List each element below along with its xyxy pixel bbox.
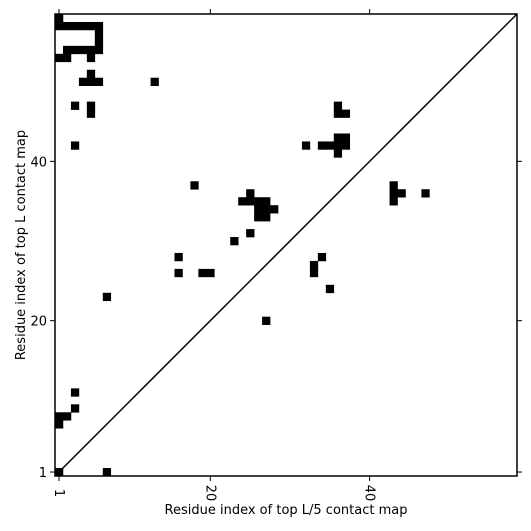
- contact-cell: [262, 197, 271, 206]
- contact-cell: [86, 109, 96, 118]
- contact-cell: [94, 21, 104, 31]
- contact-cell: [397, 189, 406, 198]
- contact-cell: [198, 268, 207, 278]
- contact-cell: [246, 197, 255, 206]
- contact-cell: [333, 141, 343, 150]
- contact-cell: [86, 101, 96, 110]
- contact-cell: [325, 284, 335, 294]
- contact-cell: [62, 53, 72, 63]
- contact-cell: [270, 205, 279, 214]
- contact-cell: [341, 109, 351, 118]
- contact-cell: [341, 133, 351, 142]
- plot-frame: [54, 13, 518, 477]
- contact-cell: [62, 412, 72, 421]
- contact-cell: [174, 268, 183, 278]
- contact-cell: [254, 197, 263, 206]
- contact-cell: [262, 205, 271, 214]
- contact-cell: [341, 141, 351, 150]
- axis-ticks: 1 20 40 1 20 40: [30, 9, 522, 501]
- contact-cell: [70, 45, 80, 55]
- contact-cell: [55, 14, 64, 23]
- y-axis-label: Residue index of top L contact map: [14, 130, 29, 360]
- contact-cell: [206, 268, 215, 278]
- contact-cell: [325, 141, 335, 150]
- contact-cell: [70, 101, 80, 110]
- contact-cell: [317, 252, 327, 262]
- x-tick-label: 20: [202, 485, 217, 502]
- contact-cell: [94, 77, 104, 86]
- contact-cell: [150, 77, 159, 86]
- contact-cells: [55, 14, 430, 477]
- contact-cell: [309, 268, 319, 278]
- contact-cell: [389, 197, 398, 206]
- contact-cell: [55, 420, 64, 429]
- y-tick-label: 1: [39, 466, 47, 481]
- contact-cell: [309, 260, 319, 270]
- contact-cell: [55, 21, 64, 31]
- contact-cell: [262, 213, 271, 222]
- x-axis-label: Residue index of top L/5 contact map: [165, 503, 408, 518]
- contact-cell: [86, 21, 96, 31]
- contact-cell: [333, 149, 343, 158]
- contact-cell: [70, 21, 80, 31]
- contact-cell: [94, 45, 104, 55]
- contact-cell: [86, 77, 96, 86]
- x-tick-label: 40: [362, 485, 377, 502]
- contact-cell: [55, 53, 64, 63]
- contact-cell: [238, 197, 247, 206]
- contact-cell: [333, 101, 343, 110]
- contact-cell: [230, 237, 239, 246]
- contact-cell: [86, 69, 96, 79]
- contact-cell: [190, 181, 199, 190]
- contact-cell: [62, 45, 72, 55]
- contact-cell: [78, 45, 88, 55]
- contact-cell: [246, 189, 255, 198]
- contact-cell: [94, 37, 104, 47]
- contact-cell: [86, 45, 96, 55]
- contact-cell: [389, 189, 398, 198]
- contact-cell: [333, 109, 343, 118]
- contact-cell: [174, 252, 183, 262]
- contact-cell: [389, 181, 398, 190]
- contact-cell: [421, 189, 430, 198]
- contact-cell: [70, 388, 80, 397]
- diagonal-line: [58, 13, 518, 473]
- contact-cell: [246, 229, 255, 238]
- contact-cell: [102, 468, 112, 477]
- contact-cell: [301, 141, 311, 150]
- contact-cell: [102, 292, 112, 302]
- contact-cell: [254, 213, 263, 222]
- contact-cell: [78, 77, 88, 86]
- contact-cell: [70, 404, 80, 413]
- contact-cell: [55, 412, 64, 421]
- contact-cell: [317, 141, 327, 150]
- contact-cell: [262, 316, 271, 325]
- y-tick-label: 20: [30, 315, 47, 330]
- x-tick-label: 1: [51, 489, 66, 497]
- contact-cell: [78, 21, 88, 31]
- y-tick-label: 40: [30, 155, 47, 170]
- contact-cell: [94, 29, 104, 39]
- contact-cell: [62, 21, 72, 31]
- contact-cell: [86, 53, 96, 63]
- contact-cell: [333, 133, 343, 142]
- contact-cell: [254, 205, 263, 214]
- contact-cell: [70, 141, 80, 150]
